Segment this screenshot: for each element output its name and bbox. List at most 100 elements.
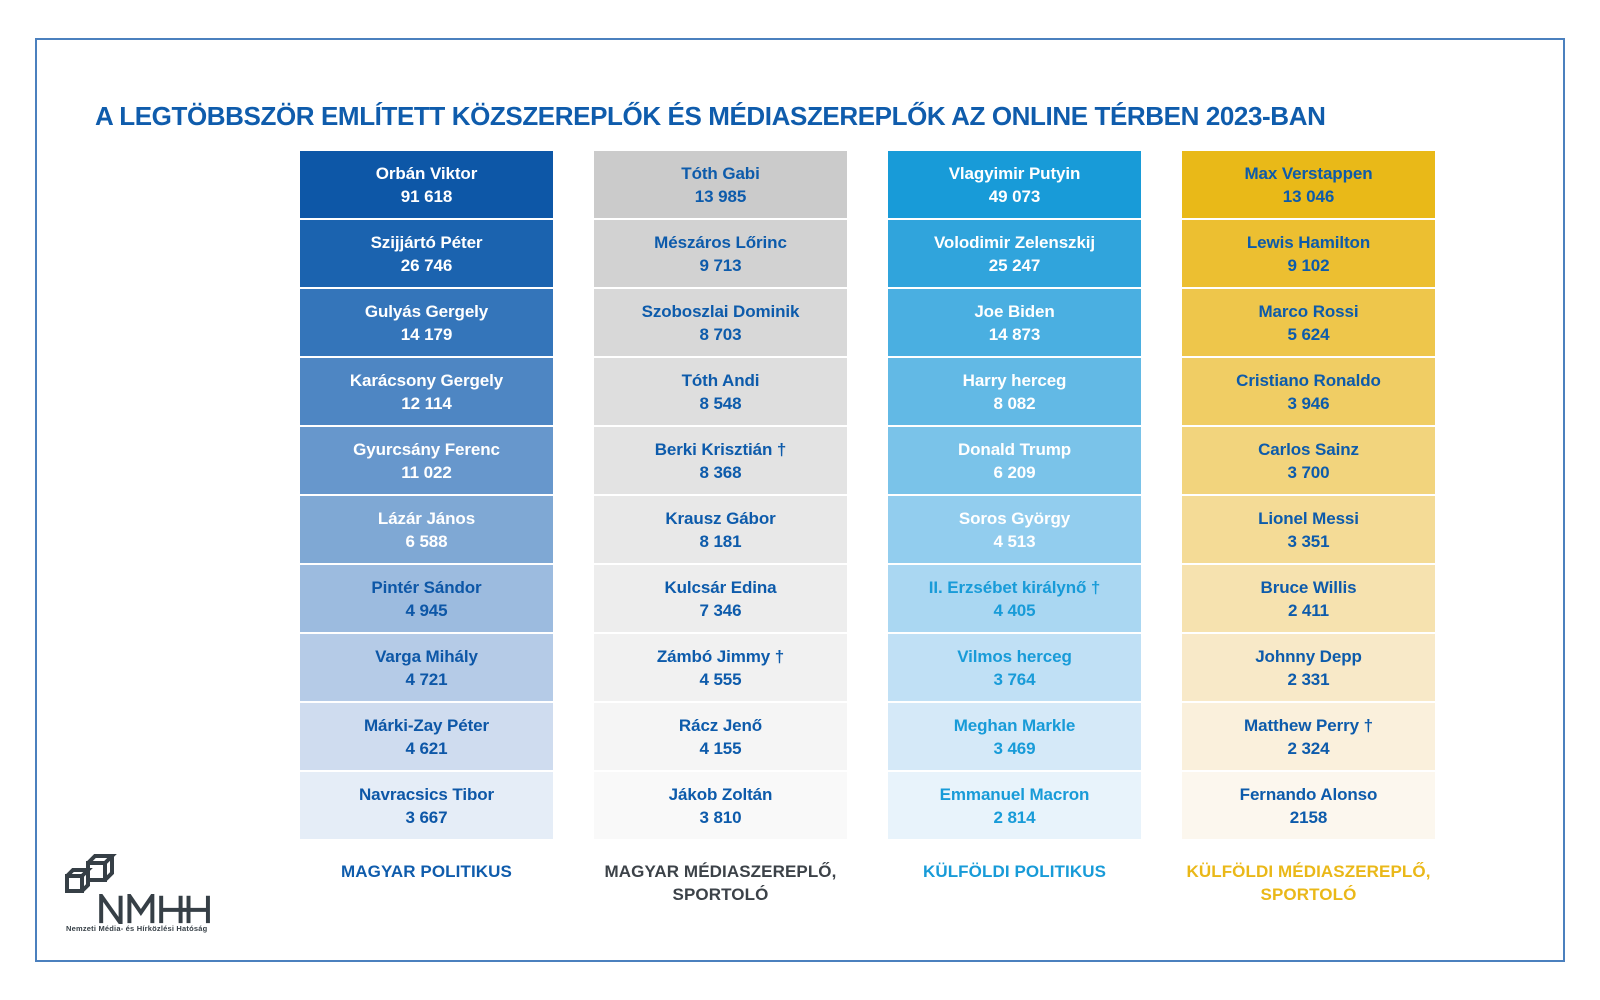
mention-count: 4 405 — [993, 600, 1036, 620]
mention-count: 6 588 — [405, 531, 448, 551]
person-cell: Mészáros Lőrinc 9 713 — [594, 220, 847, 287]
person-cell: Márki-Zay Péter 4 621 — [300, 703, 553, 770]
person-name: Berki Krisztián † — [654, 439, 787, 459]
person-cell: Marco Rossi 5 624 — [1182, 289, 1435, 356]
ranking-columns: Orbán Viktor 91 618 Szijjártó Péter 26 746 G… — [300, 151, 1435, 839]
person-name: Max Verstappen — [1244, 163, 1373, 183]
person-name: Márki-Zay Péter — [363, 715, 490, 735]
person-cell: Lewis Hamilton 9 102 — [1182, 220, 1435, 287]
mention-count: 8 368 — [699, 462, 742, 482]
mention-count: 4 555 — [699, 669, 742, 689]
nmhh-cubes-icon — [65, 854, 117, 893]
category-label-magyar-politikus: MAGYAR POLITIKUS — [341, 862, 512, 881]
mention-count: 11 022 — [401, 462, 452, 482]
mention-count: 2 411 — [1287, 600, 1330, 620]
person-cell: Emmanuel Macron 2 814 — [888, 772, 1141, 839]
column-kulfoldi-mediaszereplo-sportolo: Max Verstappen 13 046 Lewis Hamilton 9 102 M… — [1182, 151, 1435, 839]
mention-count: 3 700 — [1287, 462, 1330, 482]
mention-count: 3 667 — [405, 807, 448, 827]
person-cell: Pintér Sándor 4 945 — [300, 565, 553, 632]
mention-count: 14 873 — [988, 324, 1041, 344]
person-cell: II. Erzsébet királynő † 4 405 — [888, 565, 1141, 632]
person-cell: Navracsics Tibor 3 667 — [300, 772, 553, 839]
person-cell: Tóth Gabi 13 985 — [594, 151, 847, 218]
person-cell: Berki Krisztián † 8 368 — [594, 427, 847, 494]
person-name: Johnny Depp — [1255, 646, 1362, 666]
person-cell: Szoboszlai Dominik 8 703 — [594, 289, 847, 356]
person-cell: Gyurcsány Ferenc 11 022 — [300, 427, 553, 494]
person-name: Lionel Messi — [1258, 508, 1359, 528]
category-label-kulfoldi-mediaszereplo-sportolo: KÜLFÖLDI MÉDIASZEREPLŐ, SPORTOLÓ — [1186, 862, 1431, 904]
person-name: Navracsics Tibor — [358, 784, 495, 804]
person-name: II. Erzsébet királynő † — [928, 577, 1101, 597]
person-name: Harry herceg — [962, 370, 1067, 390]
person-name: Cristiano Ronaldo — [1236, 370, 1381, 390]
mention-count: 3 810 — [699, 807, 742, 827]
person-cell: Gulyás Gergely 14 179 — [300, 289, 553, 356]
person-cell: Joe Biden 14 873 — [888, 289, 1141, 356]
person-cell: Vilmos herceg 3 764 — [888, 634, 1141, 701]
mention-count: 7 346 — [699, 600, 742, 620]
page-title: A LEGTÖBBSZÖR EMLÍTETT KÖZSZEREPLŐK ÉS M… — [95, 101, 1326, 132]
person-name: Szijjártó Péter — [370, 232, 483, 252]
category-label-magyar-mediaszereplo-sportolo: MAGYAR MÉDIASZEREPLŐ, SPORTOLÓ — [604, 862, 837, 904]
person-name: Zámbó Jimmy † — [656, 646, 785, 666]
person-name: Lázár János — [377, 508, 476, 528]
mention-count: 13 046 — [1282, 186, 1335, 206]
person-cell: Johnny Depp 2 331 — [1182, 634, 1435, 701]
mention-count: 13 985 — [694, 186, 747, 206]
mention-count: 8 548 — [699, 393, 742, 413]
person-name: Mészáros Lőrinc — [654, 232, 787, 252]
column-kulfoldi-politikus: Vlagyimir Putyin 49 073 Volodimir Zelenszk… — [888, 151, 1141, 839]
person-name: Volodimir Zelenszkij — [933, 232, 1096, 252]
mention-count: 3 351 — [1287, 531, 1330, 551]
person-name: Jákob Zoltán — [668, 784, 773, 804]
mention-count: 2 324 — [1287, 738, 1330, 758]
mention-count: 2158 — [1289, 807, 1328, 827]
person-name: Vilmos herceg — [957, 646, 1072, 666]
mention-count: 25 247 — [988, 255, 1041, 275]
mention-count: 6 209 — [993, 462, 1036, 482]
person-cell: Varga Mihály 4 721 — [300, 634, 553, 701]
person-cell: Lionel Messi 3 351 — [1182, 496, 1435, 563]
person-name: Kulcsár Edina — [664, 577, 777, 597]
person-name: Gyurcsány Ferenc — [353, 439, 500, 459]
person-name: Fernando Alonso — [1239, 784, 1378, 804]
person-name: Donald Trump — [957, 439, 1072, 459]
mention-count: 12 114 — [401, 393, 452, 413]
person-name: Szoboszlai Dominik — [641, 301, 800, 321]
person-cell: Bruce Willis 2 411 — [1182, 565, 1435, 632]
mention-count: 5 624 — [1287, 324, 1330, 344]
person-name: Carlos Sainz — [1258, 439, 1359, 459]
mention-count: 8 703 — [699, 324, 742, 344]
person-name: Tóth Gabi — [681, 163, 760, 183]
person-cell: Max Verstappen 13 046 — [1182, 151, 1435, 218]
person-cell: Vlagyimir Putyin 49 073 — [888, 151, 1141, 218]
mention-count: 3 946 — [1287, 393, 1330, 413]
person-cell: Meghan Markle 3 469 — [888, 703, 1141, 770]
person-cell: Orbán Viktor 91 618 — [300, 151, 553, 218]
mention-count: 4 621 — [405, 738, 448, 758]
column-magyar-mediaszereplo-sportolo: Tóth Gabi 13 985 Mészáros Lőrinc 9 713 Szobo… — [594, 151, 847, 839]
person-cell: Donald Trump 6 209 — [888, 427, 1141, 494]
mention-count: 4 155 — [699, 738, 742, 758]
person-name: Lewis Hamilton — [1246, 232, 1371, 252]
person-cell: Carlos Sainz 3 700 — [1182, 427, 1435, 494]
mention-count: 14 179 — [400, 324, 453, 344]
nmhh-wordmark — [99, 894, 210, 924]
person-cell: Karácsony Gergely 12 114 — [300, 358, 553, 425]
person-name: Pintér Sándor — [371, 577, 482, 597]
mention-count: 4 513 — [993, 531, 1036, 551]
person-name: Joe Biden — [974, 301, 1055, 321]
person-cell: Tóth Andi 8 548 — [594, 358, 847, 425]
person-cell: Lázár János 6 588 — [300, 496, 553, 563]
person-name: Karácsony Gergely — [349, 370, 504, 390]
person-name: Marco Rossi — [1258, 301, 1359, 321]
person-name: Varga Mihály — [375, 646, 478, 666]
mention-count: 2 331 — [1287, 669, 1330, 689]
person-name: Emmanuel Macron — [939, 784, 1090, 804]
person-name: Matthew Perry † — [1244, 715, 1373, 735]
person-cell: Matthew Perry † 2 324 — [1182, 703, 1435, 770]
person-name: Tóth Andi — [681, 370, 760, 390]
mention-count: 9 713 — [699, 255, 742, 275]
